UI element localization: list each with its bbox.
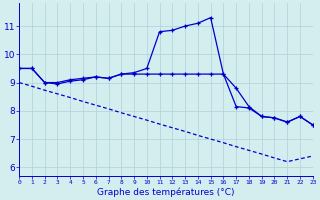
X-axis label: Graphe des températures (°C): Graphe des températures (°C) — [97, 187, 235, 197]
